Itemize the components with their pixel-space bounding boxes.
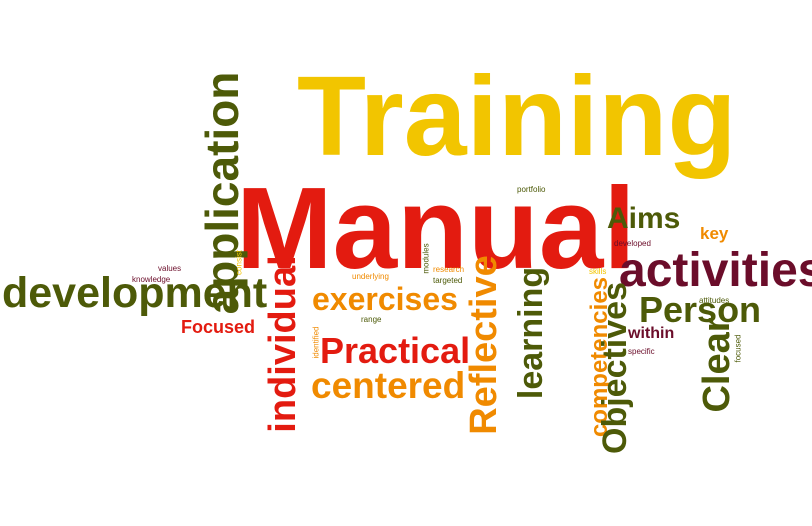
word-learning: learning (512, 266, 550, 400)
word-range: range (361, 315, 382, 324)
word-individual: individual (262, 255, 304, 433)
word-skills: skills (589, 267, 607, 276)
word-centered: centered (311, 365, 466, 406)
word-research: research (433, 265, 465, 274)
word-objectives: Objectives (596, 282, 634, 454)
word-developed: developed (614, 239, 651, 248)
word-application: application (196, 71, 248, 315)
word-knowledge: knowledge (132, 275, 171, 284)
word-training: Training (297, 53, 737, 179)
word-person: Person (639, 289, 762, 330)
word-clear: Clear (696, 317, 738, 413)
word-identified: identified (311, 326, 321, 359)
word-activities: activities (619, 244, 812, 297)
word-within: within (628, 325, 675, 342)
word-focused: Focused (181, 317, 256, 337)
word-development: development (2, 269, 268, 317)
word-underlying: underlying (352, 272, 389, 281)
word-reflective: Reflective (463, 255, 505, 435)
word-targeted: targeted (433, 276, 463, 285)
word-aims: Aims (607, 202, 681, 235)
word-manual: Manual (236, 163, 636, 293)
word-consist: consist (234, 250, 244, 275)
word-exercises: exercises (312, 281, 458, 317)
word-focused-small: focused (733, 334, 743, 363)
word-modules: modules (421, 243, 431, 274)
word-attitudes: attitudes (699, 296, 730, 305)
word-key: key (700, 224, 729, 243)
word-values: values (158, 264, 182, 273)
word-specific: specific (628, 347, 655, 356)
word-practical: Practical (320, 330, 471, 371)
word-portfolio: portfolio (517, 185, 546, 194)
